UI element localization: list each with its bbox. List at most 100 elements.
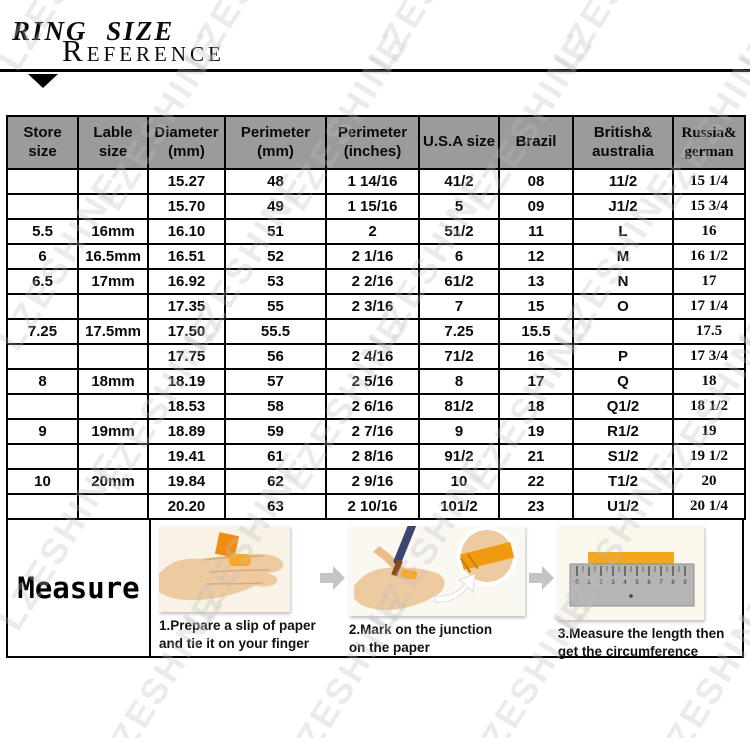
table-cell: 17 1/4 (672, 293, 746, 320)
col-russia-german: Russia& german (672, 115, 746, 170)
table-cell: 13 (498, 268, 574, 295)
table-cell: R1/2 (572, 418, 674, 445)
table-cell: 2 2/16 (325, 268, 420, 295)
col-perimeter-inches: Perimeter (inches) (325, 115, 420, 170)
table-cell: 15.27 (147, 168, 226, 195)
table-cell: 22 (498, 468, 574, 495)
table-cell: 57 (224, 368, 327, 395)
table-cell (6, 493, 79, 520)
table-cell: 6 (418, 243, 500, 270)
table-cell: 16.51 (147, 243, 226, 270)
table-cell: 2 4/16 (325, 343, 420, 370)
table-cell: 20 (672, 468, 746, 495)
down-triangle-icon (28, 74, 58, 88)
table-row: 8 18mm 18.19 57 2 5/16 8 17 Q 18 (6, 368, 746, 395)
table-cell: U1/2 (572, 493, 674, 520)
table-cell: 55.5 (224, 318, 327, 345)
table-cell: 17 (672, 268, 746, 295)
svg-text:1: 1 (587, 580, 591, 586)
table-cell: 2 5/16 (325, 368, 420, 395)
arrow-right-icon (528, 566, 554, 590)
table-cell: 16 1/2 (672, 243, 746, 270)
table-cell: 2 9/16 (325, 468, 420, 495)
table-cell: 16.92 (147, 268, 226, 295)
table-cell: 8 (418, 368, 500, 395)
table-cell: 15 1/4 (672, 168, 746, 195)
table-cell: 11/2 (572, 168, 674, 195)
table-cell: 53 (224, 268, 327, 295)
table-cell: 18.19 (147, 368, 226, 395)
svg-text:0: 0 (575, 580, 579, 586)
table-row: 10 20mm 19.84 62 2 9/16 10 22 T1/2 20 (6, 468, 746, 495)
table-cell: 20mm (77, 468, 149, 495)
page-subtitle: REFERENCE (62, 35, 225, 67)
col-british-australia: British& australia (572, 115, 674, 170)
table-cell (6, 168, 79, 195)
table-cell: 19 (498, 418, 574, 445)
table-cell (77, 293, 149, 320)
svg-text:3: 3 (611, 580, 615, 586)
table-cell: 1 14/16 (325, 168, 420, 195)
table-cell: 15 3/4 (672, 193, 746, 220)
table-cell: J1/2 (572, 193, 674, 220)
ring-size-table: Store size Lable size Diameter (mm) Peri… (6, 115, 746, 659)
table-cell: 10 (418, 468, 500, 495)
table-cell: 09 (498, 193, 574, 220)
table-row: 9 19mm 18.89 59 2 7/16 9 19 R1/2 19 (6, 418, 746, 445)
svg-text:8: 8 (671, 580, 675, 586)
table-cell: 2 8/16 (325, 443, 420, 470)
table-cell: 55 (224, 293, 327, 320)
table-cell: 17.5 (672, 318, 746, 345)
table-cell (6, 293, 79, 320)
table-cell: 81/2 (418, 393, 500, 420)
table-cell (77, 443, 149, 470)
table-cell: 23 (498, 493, 574, 520)
measure-step-1: 1.Prepare a slip of paper and tie it on … (159, 526, 316, 652)
table-cell: 15.70 (147, 193, 226, 220)
table-cell: 63 (224, 493, 327, 520)
table-row: 18.53 58 2 6/16 81/2 18 Q1/2 18 1/2 (6, 393, 746, 420)
table-cell: 1 15/16 (325, 193, 420, 220)
table-cell: 12 (498, 243, 574, 270)
table-cell: 61/2 (418, 268, 500, 295)
table-cell: 51 (224, 218, 327, 245)
table-cell: 6.5 (6, 268, 79, 295)
table-row: 17.35 55 2 3/16 7 15 O 17 1/4 (6, 293, 746, 320)
step-1-caption-line-2: and tie it on your finger (159, 635, 310, 651)
table-cell: 2 3/16 (325, 293, 420, 320)
table-cell: L (572, 218, 674, 245)
step-3-caption-line-2: get the circumference (557, 643, 699, 659)
header-row: Store size Lable size Diameter (mm) Peri… (6, 115, 746, 170)
measure-section: Measure 1.Prepare a slip of paper and ti… (6, 520, 744, 659)
table-cell: 17.75 (147, 343, 226, 370)
table-cell: 2 1/16 (325, 243, 420, 270)
table-cell: Q1/2 (572, 393, 674, 420)
size-table-body: 15.27 48 1 14/16 41/2 08 11/2 15 1/4 15.70 49 1 1… (6, 168, 746, 520)
table-cell: 17 (498, 368, 574, 395)
table-cell: 48 (224, 168, 327, 195)
table-cell: 9 (418, 418, 500, 445)
table-cell: 20 1/4 (672, 493, 746, 520)
table-cell: 5 (418, 193, 500, 220)
brand-watermark-text: LZESHINE (730, 0, 750, 78)
table-cell: 2 6/16 (325, 393, 420, 420)
table-cell: 51/2 (418, 218, 500, 245)
table-cell: 17mm (77, 268, 149, 295)
table-cell: 41/2 (418, 168, 500, 195)
step-2-caption-line-1: 2.Mark on the junction (348, 622, 493, 637)
table-cell: S1/2 (572, 443, 674, 470)
table-cell: T1/2 (572, 468, 674, 495)
svg-text:9: 9 (683, 580, 687, 586)
table-cell: 17 3/4 (672, 343, 746, 370)
table-cell: 62 (224, 468, 327, 495)
table-cell: M (572, 243, 674, 270)
table-cell (6, 343, 79, 370)
table-cell: 18.89 (147, 418, 226, 445)
table-row: 5.5 16mm 16.10 51 2 51/2 11 L 16 (6, 218, 746, 245)
svg-text:5: 5 (635, 580, 639, 586)
measure-steps: 1.Prepare a slip of paper and tie it on … (151, 520, 742, 659)
table-cell (77, 168, 149, 195)
table-cell: 6 (6, 243, 79, 270)
table-cell: 5.5 (6, 218, 79, 245)
